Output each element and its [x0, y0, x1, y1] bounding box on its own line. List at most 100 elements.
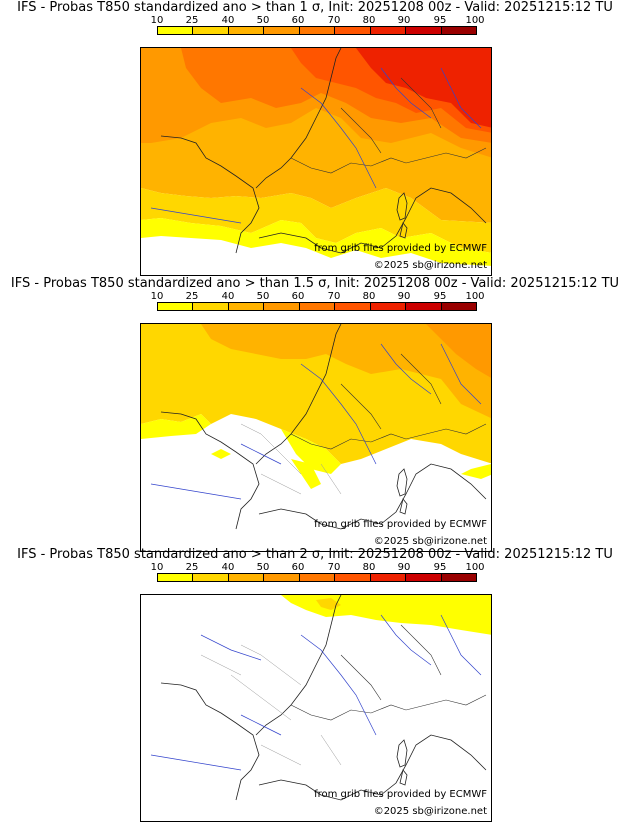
country-borders [290, 77, 487, 174]
corsica-sardinia [396, 739, 408, 786]
colorbar-cell [264, 303, 300, 310]
country-borders [290, 353, 487, 450]
colorbar-tick: 50 [256, 291, 270, 302]
rivers [150, 343, 482, 500]
colorbar [157, 26, 477, 35]
panel-title: IFS - Probas T850 standardized ano > tha… [17, 0, 613, 15]
colorbar-cell [228, 574, 265, 581]
colorbar-tick: 80 [362, 562, 376, 573]
colorbar-cell [335, 27, 371, 34]
rivers [150, 614, 482, 771]
colorbar-tick: 90 [397, 15, 411, 26]
colorbar-cell [299, 574, 336, 581]
colorbar-labels: 10 25 40 50 60 70 80 90 95 100 [151, 562, 485, 573]
colorbar-cell [406, 27, 442, 34]
colorbar-tick: 40 [221, 291, 235, 302]
source-credit: from grib files provided by ECMWF [314, 519, 487, 530]
colorbar-tick: 95 [433, 291, 447, 302]
colorbar-tick: 60 [291, 562, 305, 573]
colorbar-tick: 95 [433, 562, 447, 573]
colorbar-cell [228, 27, 265, 34]
panel-title: IFS - Probas T850 standardized ano > tha… [17, 547, 613, 562]
colorbar-cell [441, 27, 476, 34]
colorbar-tick: 70 [327, 15, 341, 26]
colorbar-cell [406, 303, 442, 310]
corsica-sardinia [396, 468, 408, 515]
copyright-credit: ©2025 sb@irizone.net [373, 536, 487, 547]
colorbar-labels: 10 25 40 50 60 70 80 90 95 100 [151, 291, 485, 302]
prob-field-10 [141, 414, 491, 479]
colorbar-tick: 80 [362, 15, 376, 26]
colorbar-tick: 100 [465, 291, 485, 302]
probability-map: from grib files provided by ECMWF ©2025 … [140, 594, 492, 822]
map-panel-2: IFS - Probas T850 standardized ano > tha… [0, 276, 630, 552]
map-graphic [141, 324, 491, 530]
colorbar-cell [441, 574, 476, 581]
prob-field-25 [316, 598, 341, 610]
corsica-sardinia [396, 192, 408, 239]
colorbar-cell [370, 303, 407, 310]
colorbar-cell [335, 303, 371, 310]
colorbar-cell [335, 574, 371, 581]
map-panel-1: IFS - Probas T850 standardized ano > tha… [0, 0, 630, 276]
colorbar-tick: 25 [185, 562, 199, 573]
colorbar [157, 302, 477, 311]
panel-title: IFS - Probas T850 standardized ano > tha… [10, 276, 620, 291]
probability-map: from grib files provided by ECMWF ©2025 … [140, 323, 492, 552]
colorbar-tick: 10 [150, 562, 164, 573]
colorbar-tick: 100 [465, 562, 485, 573]
colorbar-cell [158, 303, 194, 310]
colorbar-cell [228, 303, 265, 310]
colorbar-tick: 80 [362, 291, 376, 302]
colorbar-cell [299, 303, 336, 310]
source-credit: from grib files provided by ECMWF [314, 789, 487, 800]
colorbar-tick: 50 [256, 15, 270, 26]
copyright-credit: ©2025 sb@irizone.net [373, 806, 487, 817]
colorbar-cell [158, 27, 194, 34]
colorbar-cell [370, 574, 407, 581]
copyright-credit: ©2025 sb@irizone.net [373, 260, 487, 271]
prob-field-10 [281, 595, 491, 635]
prob-field-80 [356, 48, 491, 128]
country-borders [290, 624, 487, 721]
colorbar-tick: 40 [221, 15, 235, 26]
admin-borders [240, 423, 342, 495]
prob-field-10-spots [211, 449, 321, 489]
prob-field-25 [141, 188, 491, 253]
coastline-south [258, 463, 487, 530]
coastline [160, 324, 342, 530]
colorbar-tick: 50 [256, 562, 270, 573]
probability-map: from grib files provided by ECMWF ©2025 … [140, 47, 492, 276]
colorbar-cell [264, 27, 300, 34]
colorbar-tick: 90 [397, 291, 411, 302]
coastline [160, 595, 342, 801]
colorbar-labels: 10 25 40 50 60 70 80 90 95 100 [151, 15, 485, 26]
colorbar-cell [406, 574, 442, 581]
colorbar-tick: 40 [221, 562, 235, 573]
prob-field-40 [201, 324, 491, 419]
colorbar-cell [441, 303, 476, 310]
colorbar [157, 573, 477, 582]
colorbar-cell [299, 27, 336, 34]
rivers [150, 67, 482, 224]
colorbar-tick: 10 [150, 291, 164, 302]
colorbar-tick: 60 [291, 15, 305, 26]
colorbar-tick: 60 [291, 291, 305, 302]
colorbar-tick: 25 [185, 15, 199, 26]
colorbar-cell [264, 574, 300, 581]
colorbar-tick: 10 [150, 15, 164, 26]
coastline [160, 48, 342, 254]
colorbar-tick: 95 [433, 15, 447, 26]
map-graphic [141, 48, 491, 266]
colorbar-tick: 70 [327, 562, 341, 573]
coastline-south [258, 734, 487, 801]
prob-field-10 [141, 218, 491, 266]
colorbar-cell [158, 574, 194, 581]
admin-borders [200, 644, 342, 766]
coastline-south [258, 187, 487, 254]
map-panel-3: IFS - Probas T850 standardized ano > tha… [0, 547, 630, 823]
colorbar-tick: 25 [185, 291, 199, 302]
colorbar-cell [193, 303, 229, 310]
colorbar-cell [370, 27, 407, 34]
colorbar-tick: 90 [397, 562, 411, 573]
